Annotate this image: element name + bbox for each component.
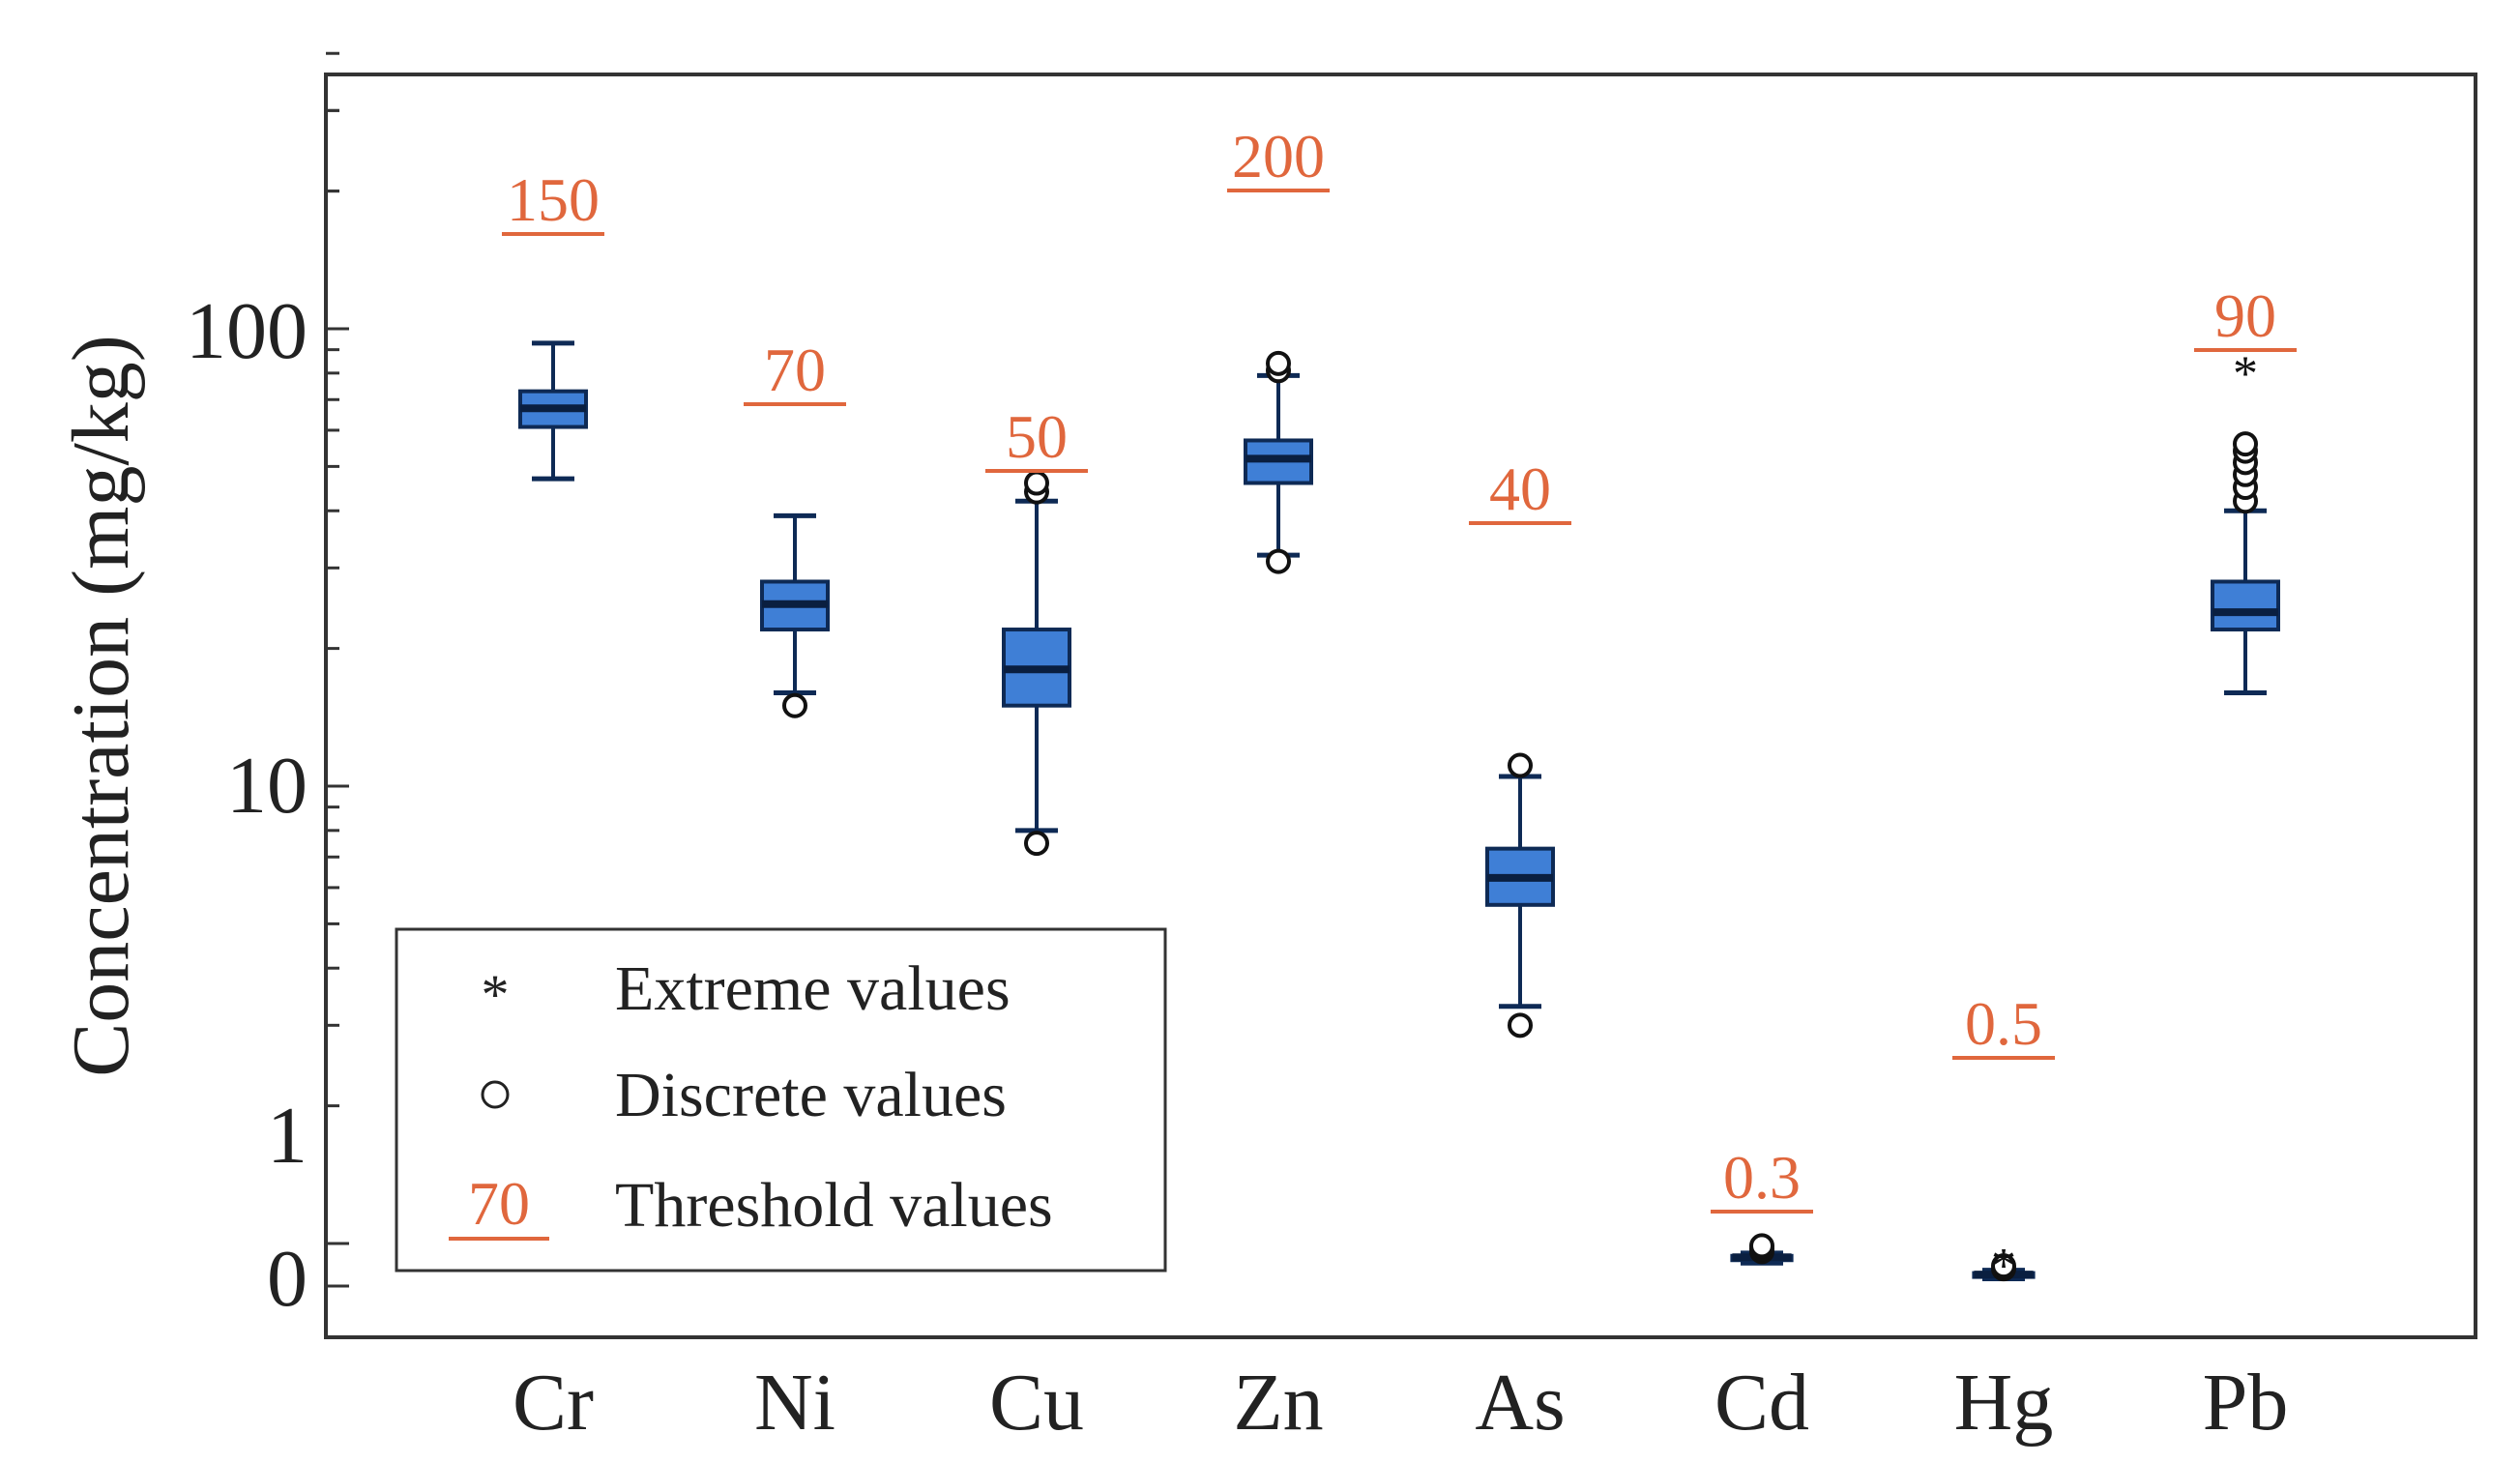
box-pb-iqr — [2211, 579, 2280, 632]
box-cd — [1730, 1233, 1794, 1266]
threshold-label-cu: 50 — [1006, 402, 1068, 471]
x-tick-label-cd: Cd — [1714, 1358, 1809, 1448]
legend-label-threshold: Threshold values — [615, 1170, 1053, 1241]
x-tick-labels: Cr Ni Cu Zn As Cd Hg Pb — [513, 1358, 2288, 1448]
x-tick-label-ni: Ni — [754, 1358, 835, 1448]
box-zn — [1244, 350, 1313, 574]
threshold-label-as: 40 — [1489, 454, 1551, 523]
legend: * Extreme values Discrete values 70 Thre… — [395, 927, 1167, 1273]
box-hg: * — [1972, 1239, 2036, 1294]
y-axis — [326, 51, 349, 1288]
outlier-point — [1749, 1233, 1774, 1259]
outlier-point — [1508, 1012, 1533, 1039]
y-tick-label-100: 100 — [186, 286, 308, 376]
outlier-point — [782, 692, 807, 718]
legend-label-extreme: Extreme values — [615, 953, 1011, 1024]
box-as — [1485, 752, 1555, 1039]
y-tick-label-10: 10 — [226, 741, 308, 831]
y-axis-label: Concentration (mg/kg) — [56, 335, 146, 1076]
x-tick-label-hg: Hg — [1954, 1358, 2054, 1448]
x-tick-label-pb: Pb — [2203, 1358, 2289, 1448]
y-tick-label-1: 1 — [267, 1091, 308, 1181]
extreme-point: * — [1991, 1239, 2016, 1294]
box-ni — [760, 512, 830, 718]
y-tick-labels: 100 10 1 0 — [186, 286, 308, 1324]
x-tick-label-cu: Cu — [989, 1358, 1084, 1448]
outlier-point — [1266, 350, 1291, 376]
legend-star-icon: * — [482, 963, 510, 1026]
box-pb: * — [2211, 346, 2280, 695]
x-tick-label-as: As — [1475, 1358, 1565, 1448]
threshold-label-pb: 90 — [2214, 281, 2276, 350]
outlier-point — [1508, 752, 1533, 778]
outlier-point — [1266, 548, 1291, 574]
threshold-label-hg: 0.5 — [1965, 989, 2042, 1058]
outlier-point — [2233, 431, 2258, 457]
legend-frame — [395, 927, 1167, 1273]
threshold-label-zn: 200 — [1232, 122, 1325, 190]
x-tick-label-cr: Cr — [513, 1358, 594, 1448]
legend-threshold-icon: 70 — [468, 1169, 530, 1238]
threshold-label-cd: 0.3 — [1723, 1143, 1801, 1212]
threshold-label-ni: 70 — [764, 336, 826, 404]
threshold-labels: 150 70 50 200 40 0.3 0.5 90 — [502, 122, 2297, 1214]
box-series: ** — [518, 340, 2280, 1294]
outlier-point — [1024, 470, 1049, 496]
legend-label-discrete: Discrete values — [615, 1060, 1007, 1130]
y-tick-label-0: 0 — [267, 1234, 308, 1324]
extreme-point: * — [2233, 346, 2258, 401]
box-cr — [518, 340, 588, 482]
box-cu — [1002, 470, 1071, 857]
legend-circle-icon — [481, 1080, 510, 1109]
plot-frame — [324, 73, 2477, 1339]
outlier-point — [1991, 1253, 2016, 1279]
threshold-label-cr: 150 — [507, 165, 600, 234]
x-tick-label-zn: Zn — [1233, 1358, 1323, 1448]
outlier-point — [1024, 831, 1049, 857]
